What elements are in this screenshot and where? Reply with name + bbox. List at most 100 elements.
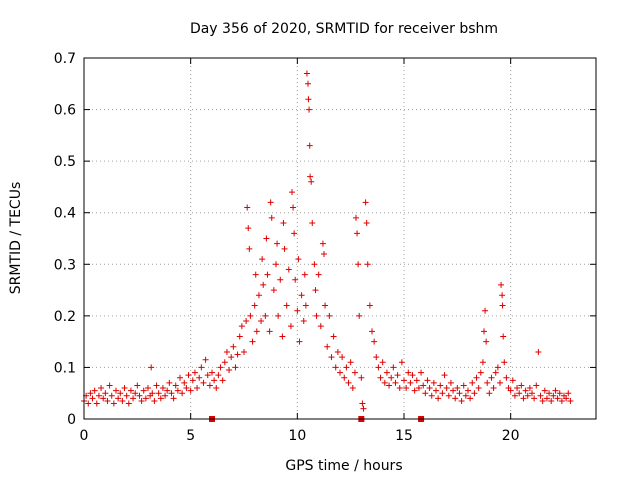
- data-point: [554, 395, 561, 402]
- data-point: [148, 364, 155, 371]
- data-point: [123, 392, 130, 399]
- y-tick-label: 0.3: [54, 257, 76, 273]
- data-point: [445, 392, 452, 399]
- data-point: [503, 374, 510, 381]
- data-point: [475, 385, 482, 392]
- data-point: [311, 261, 318, 268]
- data-point: [516, 390, 523, 397]
- data-point: [501, 359, 508, 366]
- data-point: [492, 369, 499, 376]
- data-point: [396, 385, 403, 392]
- data-point: [307, 173, 314, 180]
- data-point: [85, 400, 92, 407]
- data-point: [287, 323, 294, 330]
- data-point: [471, 390, 478, 397]
- data-point: [467, 395, 474, 402]
- data-point: [296, 338, 303, 345]
- data-point: [353, 214, 359, 221]
- data-point: [403, 385, 410, 392]
- data-point: [355, 261, 362, 268]
- data-point: [443, 385, 450, 392]
- y-tick-label: 0.2: [54, 309, 76, 325]
- data-point: [132, 390, 139, 397]
- data-point: [279, 333, 286, 340]
- data-point: [533, 382, 540, 389]
- data-point: [274, 240, 281, 247]
- data-point: [537, 392, 544, 399]
- data-point: [548, 397, 555, 404]
- data-point: [483, 338, 490, 345]
- data-point: [213, 385, 220, 392]
- data-point: [196, 374, 203, 381]
- data-point: [245, 225, 252, 232]
- data-point: [223, 348, 230, 355]
- data-point: [358, 374, 365, 381]
- data-point: [509, 377, 516, 384]
- data-point: [481, 328, 487, 335]
- data-point: [289, 189, 295, 196]
- data-point: [98, 385, 105, 392]
- data-point: [379, 359, 386, 366]
- data-points: [81, 70, 574, 412]
- data-point: [230, 343, 237, 350]
- data-point: [155, 390, 162, 397]
- data-point: [435, 395, 442, 402]
- data-point: [394, 372, 401, 379]
- data-point: [170, 395, 177, 402]
- data-point: [295, 256, 302, 263]
- data-point: [514, 385, 521, 392]
- data-point: [499, 292, 506, 299]
- data-point: [479, 359, 486, 366]
- data-point: [454, 385, 461, 392]
- data-point: [302, 302, 309, 309]
- data-point: [308, 178, 315, 185]
- data-point: [211, 377, 218, 384]
- data-point: [209, 369, 215, 376]
- data-point: [531, 395, 538, 402]
- data-point: [267, 199, 274, 206]
- data-point: [168, 390, 175, 397]
- plot-frame: [83, 57, 597, 420]
- data-point: [159, 385, 166, 392]
- data-point: [246, 245, 253, 252]
- data-point: [460, 382, 467, 389]
- data-point: [351, 369, 358, 376]
- data-point: [498, 281, 505, 288]
- x-tick-label: 20: [502, 428, 520, 444]
- data-point: [565, 390, 572, 397]
- data-point: [390, 364, 397, 371]
- data-point: [162, 392, 169, 399]
- data-point: [247, 312, 254, 319]
- y-tick-label: 0.1: [54, 360, 76, 376]
- data-point: [228, 354, 235, 361]
- data-point: [181, 379, 188, 386]
- x-tick-label: 0: [80, 428, 89, 444]
- data-point: [319, 240, 326, 247]
- data-point: [258, 318, 265, 325]
- y-tick-label: 0.6: [54, 103, 76, 119]
- data-point: [127, 387, 134, 394]
- data-point: [341, 374, 348, 381]
- data-point: [439, 390, 446, 397]
- data-point: [339, 354, 346, 361]
- y-tick-label: 0.5: [54, 154, 76, 170]
- x-tick-label: 5: [186, 428, 195, 444]
- data-point: [232, 364, 239, 371]
- data-point: [108, 392, 115, 399]
- data-point: [273, 261, 279, 268]
- data-point: [321, 250, 327, 257]
- data-point: [266, 328, 273, 335]
- data-point: [270, 287, 277, 294]
- data-point: [345, 379, 352, 386]
- data-point: [383, 369, 390, 376]
- data-point: [219, 377, 226, 384]
- data-point: [277, 276, 284, 283]
- data-point: [117, 390, 124, 397]
- data-point: [386, 382, 393, 389]
- data-point: [243, 318, 250, 325]
- data-point: [202, 356, 209, 363]
- data-point: [539, 397, 546, 404]
- data-point: [494, 364, 501, 371]
- data-point: [251, 302, 258, 309]
- data-point: [309, 220, 316, 227]
